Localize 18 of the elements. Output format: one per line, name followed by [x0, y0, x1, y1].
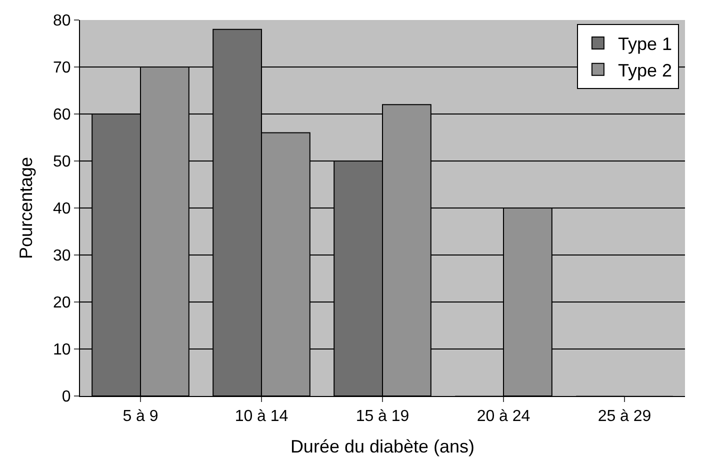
y-tick-label: 60	[53, 106, 71, 124]
y-tick-label: 30	[53, 248, 71, 265]
x-tick-label: 10 à 14	[234, 408, 288, 426]
y-tick-label: 20	[53, 294, 71, 312]
y-axis-title: Pourcentage	[16, 156, 36, 260]
y-tick-label: 70	[53, 60, 71, 77]
y-tick-label: 40	[53, 200, 71, 218]
legend-label: Type 2	[618, 60, 672, 80]
legend-label: Type 1	[618, 34, 672, 54]
x-tick-label: 15 à 19	[356, 408, 410, 426]
y-tick-label: 10	[53, 342, 71, 359]
x-tick-label: 5 à 9	[122, 408, 158, 426]
x-tick-label: 25 à 29	[598, 408, 652, 426]
y-tick-label: 50	[53, 154, 71, 171]
y-tick-label: 80	[53, 12, 71, 30]
x-tick-label: 20 à 24	[476, 408, 530, 426]
y-tick-label: 0	[62, 388, 71, 406]
x-axis-title: Durée du diabète (ans)	[290, 436, 475, 456]
